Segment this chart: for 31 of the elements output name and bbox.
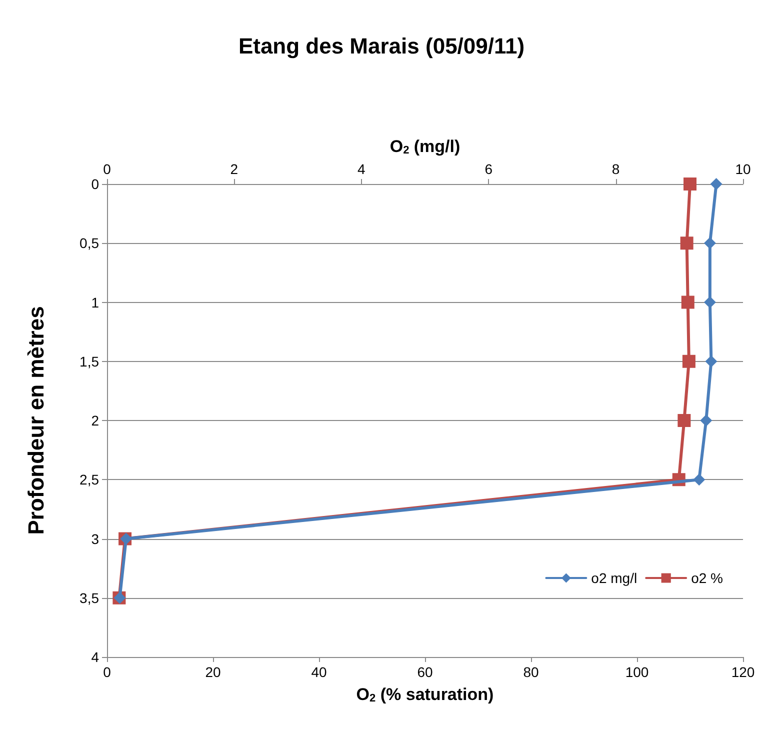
x-tick-label: 80: [523, 664, 539, 680]
chart-title: Etang des Marais (05/09/11): [238, 34, 525, 58]
y-tick-label: 0: [91, 176, 100, 192]
legend-label: o2 %: [691, 570, 724, 586]
y-tick-label: 4: [91, 649, 100, 665]
y-tick-label: 2,5: [80, 472, 100, 488]
x2-tick-label: 4: [358, 161, 366, 177]
point: [682, 354, 696, 368]
x-tick-label: 20: [205, 664, 221, 680]
point: [684, 178, 696, 190]
x-tick-label: 100: [625, 664, 649, 680]
y-tick-label: 3,5: [80, 590, 100, 606]
x2-tick-label: 0: [103, 161, 112, 177]
point: [681, 296, 694, 309]
x2-tick-label: 8: [612, 161, 620, 177]
x-tick-label: 60: [417, 664, 433, 680]
point: [678, 414, 691, 427]
x2-tick-label: 6: [484, 161, 493, 177]
x-tick-label: 40: [311, 664, 327, 680]
y-axis-title: Profondeur en mètres: [24, 306, 48, 535]
x2-tick-label: 10: [735, 161, 751, 177]
x-tick-label: 120: [731, 664, 755, 680]
legend-label: o2 mg/l: [591, 570, 638, 586]
x-tick-label: 0: [103, 664, 112, 680]
y-tick-label: 0,5: [80, 235, 100, 252]
y-tick-label: 1: [91, 294, 100, 310]
y-tick-label: 3: [91, 530, 100, 547]
point: [680, 236, 694, 250]
x2-tick-label: 2: [230, 161, 238, 177]
y-tick-label: 1,5: [80, 353, 100, 370]
y-tick-label: 2: [91, 412, 100, 428]
